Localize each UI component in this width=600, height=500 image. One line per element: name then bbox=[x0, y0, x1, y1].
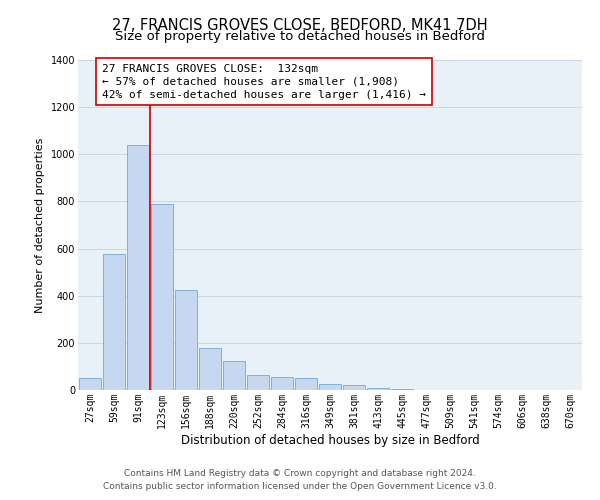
Y-axis label: Number of detached properties: Number of detached properties bbox=[35, 138, 45, 312]
X-axis label: Distribution of detached houses by size in Bedford: Distribution of detached houses by size … bbox=[181, 434, 479, 446]
Text: 27, FRANCIS GROVES CLOSE, BEDFORD, MK41 7DH: 27, FRANCIS GROVES CLOSE, BEDFORD, MK41 … bbox=[112, 18, 488, 32]
Bar bbox=[199, 348, 221, 390]
Bar bbox=[175, 290, 197, 390]
Bar bbox=[151, 204, 173, 390]
Text: Size of property relative to detached houses in Bedford: Size of property relative to detached ho… bbox=[115, 30, 485, 43]
Bar bbox=[79, 378, 101, 390]
Bar bbox=[367, 388, 389, 390]
Bar bbox=[127, 145, 149, 390]
Bar bbox=[295, 378, 317, 390]
Bar bbox=[391, 389, 413, 390]
Bar bbox=[343, 386, 365, 390]
Bar bbox=[103, 254, 125, 390]
Text: 27 FRANCIS GROVES CLOSE:  132sqm
← 57% of detached houses are smaller (1,908)
42: 27 FRANCIS GROVES CLOSE: 132sqm ← 57% of… bbox=[102, 64, 426, 100]
Bar bbox=[223, 360, 245, 390]
Bar bbox=[247, 374, 269, 390]
Bar bbox=[319, 384, 341, 390]
Text: Contains HM Land Registry data © Crown copyright and database right 2024.
Contai: Contains HM Land Registry data © Crown c… bbox=[103, 470, 497, 491]
Bar bbox=[271, 377, 293, 390]
